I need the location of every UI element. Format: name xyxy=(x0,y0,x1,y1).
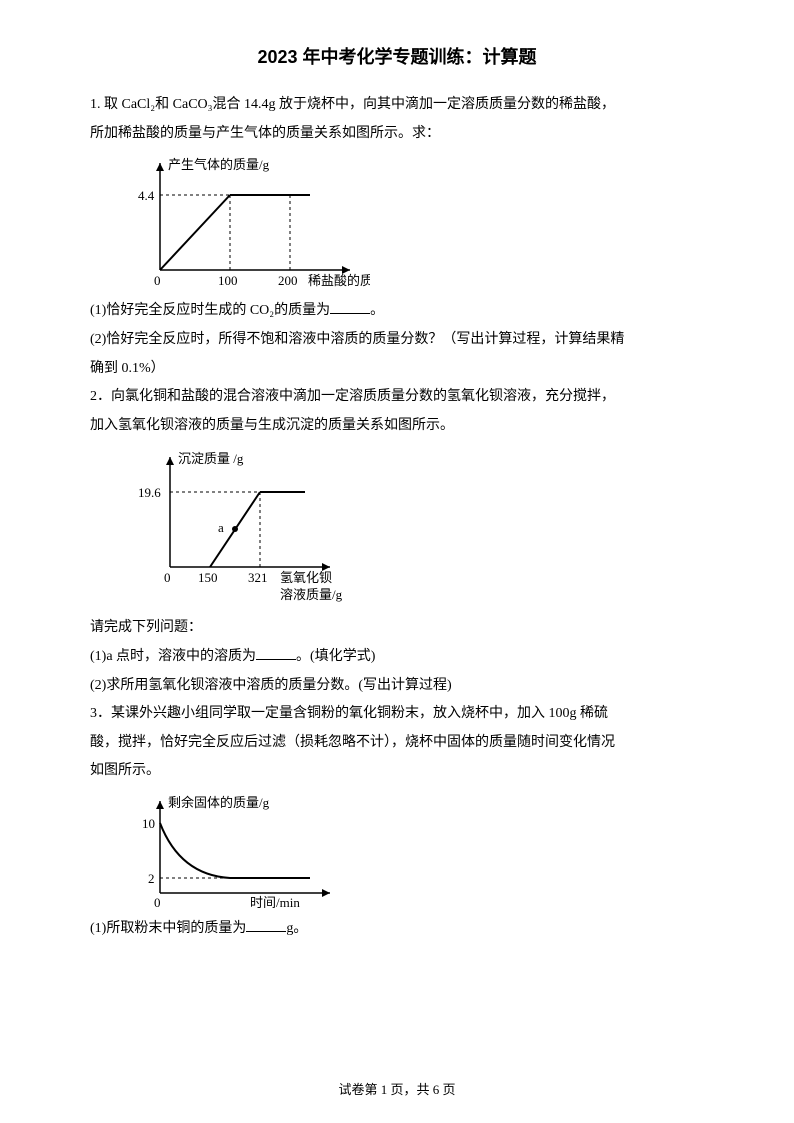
q2-sub0: 请完成下列问题： xyxy=(90,615,704,642)
q2-sub2: (2)求所用氢氧化钡溶液中溶质的质量分数。(写出计算过程) xyxy=(90,673,704,700)
q1-sub1: (1)恰好完全反应时生成的 CO₂的质量为 。 xyxy=(90,298,704,325)
blank-3 xyxy=(246,918,286,932)
q1-sub1-text: (1)恰好完全反应时生成的 CO₂的质量为 xyxy=(90,303,330,318)
q1-sub1-end: 。 xyxy=(370,303,384,318)
chart2-xlabel1: 氢氧化钡 xyxy=(280,570,332,585)
chart2-x0: 0 xyxy=(164,570,171,585)
q1-sub2b: 确到 0.1%） xyxy=(90,356,704,383)
q3-sub1-end: g。 xyxy=(286,921,307,936)
chart3-x0: 0 xyxy=(154,895,161,908)
chart1-xlabel: 稀盐酸的质量/g xyxy=(308,273,370,288)
q1-line1: 1. 取 CaCl₂和 CaCO₃混合 14.4g 放于烧杯中，向其中滴加一定溶… xyxy=(90,92,704,119)
q2-sub1: (1)a 点时，溶液中的溶质为 。(填化学式) xyxy=(90,644,704,671)
chart2-x1: 150 xyxy=(198,570,218,585)
q1-sub2: (2)恰好完全反应时，所得不饱和溶液中溶质的质量分数？（写出计算过程，计算结果精 xyxy=(90,327,704,354)
chart3: 剩余固体的质量/g 10 2 0 时间/min xyxy=(130,793,704,908)
q3-line3: 如图所示。 xyxy=(90,758,704,785)
blank-1 xyxy=(330,300,370,314)
chart1-ylabel: 产生气体的质量/g xyxy=(168,157,270,172)
chart1-x0: 0 xyxy=(154,273,161,288)
chart3-y1: 10 xyxy=(142,816,155,831)
q2-line1: 2．向氯化铜和盐酸的混合溶液中滴加一定溶质质量分数的氢氧化钡溶液，充分搅拌， xyxy=(90,384,704,411)
q1-line2: 所加稀盐酸的质量与产生气体的质量关系如图所示。求： xyxy=(90,121,704,148)
page-title: 2023 年中考化学专题训练：计算题 xyxy=(90,40,704,74)
chart1: 产生气体的质量/g 4.4 0 100 200 稀盐酸的质量/g xyxy=(130,155,704,290)
q2-sub1-text: (1)a 点时，溶液中的溶质为 xyxy=(90,649,256,664)
chart3-xlabel: 时间/min xyxy=(250,895,300,908)
q3-sub1-text: (1)所取粉末中铜的质量为 xyxy=(90,921,246,936)
chart2-x2: 321 xyxy=(248,570,268,585)
chart2-yval: 19.6 xyxy=(138,485,161,500)
chart2-xlabel2: 溶液质量/g xyxy=(280,587,343,602)
chart1-yval: 4.4 xyxy=(138,188,155,203)
chart2-point: a xyxy=(218,520,224,535)
q2-sub1-end: 。(填化学式) xyxy=(296,649,375,664)
q2-line2: 加入氢氧化钡溶液的质量与生成沉淀的质量关系如图所示。 xyxy=(90,413,704,440)
chart3-y2: 2 xyxy=(148,871,155,886)
chart1-x1: 100 xyxy=(218,273,238,288)
chart2: a 沉淀质量 /g 19.6 0 150 321 氢氧化钡 溶液质量/g xyxy=(130,447,704,607)
q3-line1: 3．某课外兴趣小组同学取一定量含铜粉的氧化铜粉末，放入烧杯中，加入 100g 稀… xyxy=(90,701,704,728)
blank-2 xyxy=(256,646,296,660)
chart2-ylabel: 沉淀质量 /g xyxy=(178,451,244,466)
q3-sub1: (1)所取粉末中铜的质量为 g。 xyxy=(90,916,704,943)
chart1-x2: 200 xyxy=(278,273,298,288)
chart3-ylabel: 剩余固体的质量/g xyxy=(168,795,270,810)
page-footer: 试卷第 1 页，共 6 页 xyxy=(0,1078,794,1103)
q3-line2: 酸，搅拌，恰好完全反应后过滤（损耗忽略不计），烧杯中固体的质量随时间变化情况 xyxy=(90,730,704,757)
